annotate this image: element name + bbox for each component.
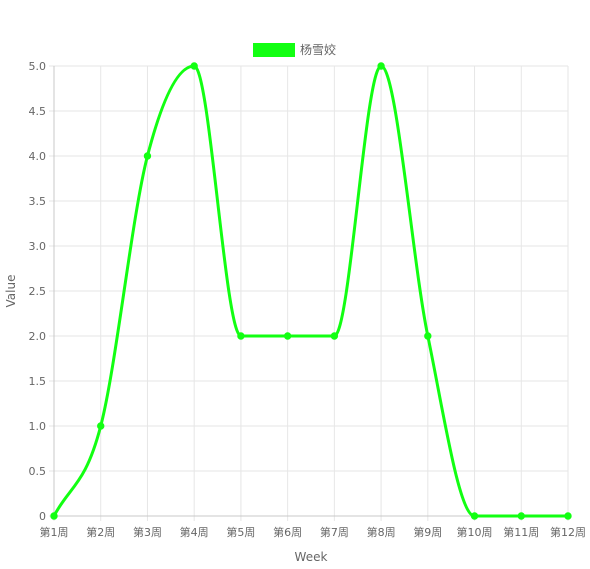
data-point bbox=[190, 62, 198, 70]
x-tick-label: 第1周 bbox=[40, 525, 69, 539]
x-tick-label: 第8周 bbox=[367, 525, 396, 539]
x-tick-label: 第9周 bbox=[413, 525, 442, 539]
y-tick-label: 3.0 bbox=[29, 240, 47, 253]
y-tick-label: 0.5 bbox=[29, 465, 47, 478]
data-point bbox=[470, 512, 479, 520]
data-point bbox=[330, 332, 339, 340]
legend-swatch[interactable] bbox=[253, 43, 295, 57]
y-tick-label: 2.0 bbox=[29, 330, 47, 343]
data-point bbox=[424, 332, 432, 340]
x-axis-ticks: 第1周 第2周 第3周 第4周 第5周 第6周 第7周 第8周 第9周 第10周 第11周 第12周 bbox=[40, 525, 587, 539]
x-tick-label: 第4周 bbox=[180, 525, 209, 539]
y-tick-label: 4.5 bbox=[29, 105, 47, 118]
data-point bbox=[283, 332, 292, 340]
x-tick-label: 第5周 bbox=[226, 525, 255, 539]
data-point bbox=[143, 152, 152, 160]
y-tick-label: 4.0 bbox=[29, 150, 47, 163]
data-point bbox=[97, 422, 105, 430]
y-tick-label: 3.5 bbox=[29, 195, 47, 208]
x-axis-title: Week bbox=[295, 550, 328, 564]
x-tick-label: 第7周 bbox=[320, 525, 349, 539]
data-point bbox=[237, 332, 245, 340]
grid bbox=[49, 65, 569, 521]
series-line bbox=[52, 64, 568, 518]
y-tick-label: 2.5 bbox=[29, 285, 47, 298]
y-tick-label: 1.5 bbox=[29, 375, 47, 388]
x-tick-label: 第11周 bbox=[503, 525, 539, 539]
x-tick-label: 第6周 bbox=[273, 525, 302, 539]
y-axis-ticks: 0 0.5 1.0 1.5 2.0 2.5 3.0 3.5 4.0 4.5 5.0 bbox=[29, 60, 47, 523]
x-tick-label: 第12周 bbox=[550, 525, 586, 539]
series-layer bbox=[50, 62, 572, 520]
legend[interactable]: 杨雪姣 bbox=[253, 42, 336, 57]
data-point bbox=[50, 512, 58, 520]
y-tick-label: 5.0 bbox=[29, 60, 47, 73]
y-tick-label: 0 bbox=[39, 510, 46, 523]
x-tick-label: 第2周 bbox=[86, 525, 115, 539]
data-point bbox=[564, 512, 572, 520]
x-tick-label: 第10周 bbox=[457, 525, 493, 539]
y-axis-title: Value bbox=[4, 275, 18, 308]
x-tick-label: 第3周 bbox=[133, 525, 162, 539]
y-tick-label: 1.0 bbox=[29, 420, 47, 433]
data-point bbox=[517, 512, 525, 520]
legend-label[interactable]: 杨雪姣 bbox=[300, 42, 336, 57]
data-point bbox=[377, 62, 385, 70]
